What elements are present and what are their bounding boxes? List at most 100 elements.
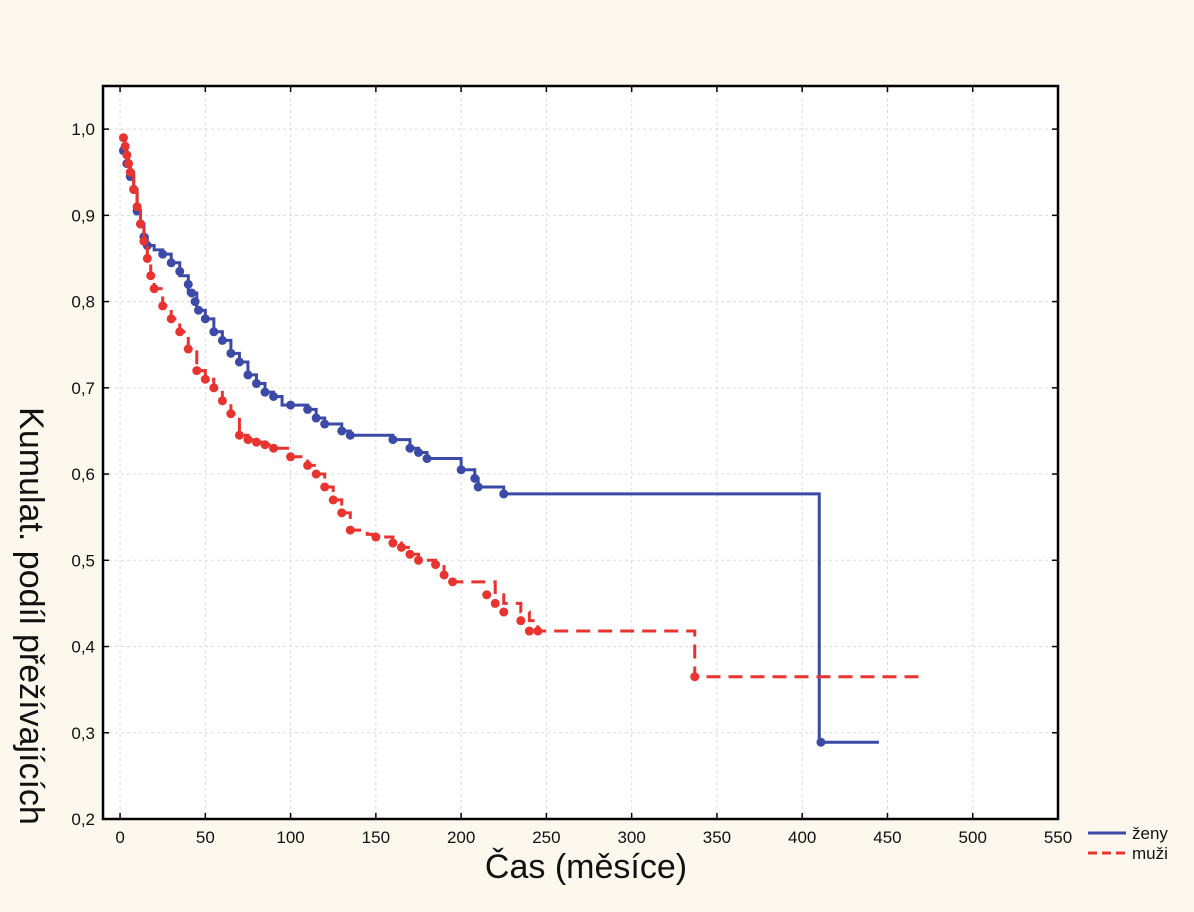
x-tick-label: 150 [362, 828, 390, 847]
y-tick-label: 0,4 [71, 638, 95, 657]
legend-label: ženy [1132, 824, 1168, 843]
event-point [251, 437, 261, 447]
event-point [405, 443, 415, 453]
event-point [125, 167, 135, 177]
event-point [431, 560, 441, 570]
event-point [192, 366, 202, 376]
event-point [499, 607, 509, 617]
event-point [303, 460, 313, 470]
y-tick-label: 0,8 [71, 293, 95, 312]
x-tick-label: 200 [447, 828, 475, 847]
event-point [217, 335, 227, 345]
event-point [396, 542, 406, 552]
x-tick-label: 100 [276, 828, 304, 847]
event-point [175, 266, 185, 276]
x-tick-label: 250 [532, 828, 560, 847]
event-point [183, 344, 193, 354]
event-point [337, 508, 347, 518]
event-point [533, 626, 543, 636]
y-tick-label: 0,2 [71, 810, 95, 829]
event-point [456, 465, 466, 475]
y-axis-title: Kumulat. podíl přežívajících [12, 407, 50, 825]
event-point [311, 413, 321, 423]
event-point [405, 549, 415, 559]
event-point [149, 284, 159, 294]
y-tick-label: 1,0 [71, 120, 95, 139]
y-tick-label: 0,7 [71, 379, 95, 398]
event-point [439, 570, 449, 580]
event-point [142, 253, 152, 263]
plot-frame [101, 84, 1060, 821]
event-point [260, 387, 270, 397]
event-point [226, 409, 236, 419]
event-point [190, 297, 200, 307]
event-point [816, 737, 826, 747]
event-point [120, 141, 130, 151]
x-tick-label: 350 [703, 828, 731, 847]
event-point [183, 279, 193, 289]
event-point [166, 314, 176, 324]
y-tick-label: 0,9 [71, 206, 95, 225]
series-layer [118, 133, 922, 747]
plot-area [103, 86, 1058, 819]
event-point [234, 430, 244, 440]
x-tick-label: 50 [196, 828, 215, 847]
legend-label: muži [1132, 844, 1168, 863]
event-point [311, 469, 321, 479]
event-point [187, 288, 197, 298]
x-tick-label: 400 [788, 828, 816, 847]
event-point [422, 454, 432, 464]
x-tick-label: 300 [617, 828, 645, 847]
event-point [345, 430, 355, 440]
y-tick-label: 0,3 [71, 724, 95, 743]
event-point [328, 495, 338, 505]
event-point [158, 301, 168, 311]
event-point [243, 435, 253, 445]
x-tick-label: 0 [115, 828, 124, 847]
event-point [200, 374, 210, 384]
event-point [320, 482, 330, 492]
event-point [118, 133, 128, 143]
y-tick-label: 0,5 [71, 551, 95, 570]
event-point [136, 219, 146, 229]
event-point [139, 236, 149, 246]
event-point [194, 305, 203, 315]
event-point [524, 626, 534, 636]
event-point [516, 616, 526, 626]
y-tick-label: 0,6 [71, 465, 95, 484]
event-point [122, 150, 132, 160]
event-point [146, 271, 156, 281]
event-point [337, 426, 347, 436]
event-point [499, 489, 509, 499]
ticks: 0 50 100 150 200 250 300 350 400 450 500 550 0,2 0,3 0… [71, 86, 1072, 847]
event-point [209, 327, 219, 337]
event-point [251, 379, 261, 389]
event-point [286, 400, 296, 410]
event-point [490, 598, 500, 608]
x-tick-label: 500 [959, 828, 987, 847]
event-point [320, 419, 330, 429]
event-point [124, 159, 134, 169]
event-point [286, 452, 296, 462]
event-point [217, 396, 227, 406]
event-point [388, 435, 398, 445]
event-point [158, 249, 168, 259]
event-point [243, 370, 253, 380]
event-point [482, 590, 492, 600]
event-point [200, 314, 210, 324]
event-point [345, 525, 355, 535]
event-point [175, 327, 185, 337]
event-point [413, 448, 423, 457]
event-point [690, 672, 700, 682]
event-point [388, 538, 398, 548]
event-point [303, 404, 313, 414]
event-point [413, 555, 423, 565]
event-point [209, 383, 219, 393]
event-point [371, 532, 381, 542]
event-point [269, 443, 279, 453]
series-1 [118, 133, 922, 682]
event-point [473, 482, 483, 492]
grid [103, 86, 1059, 820]
